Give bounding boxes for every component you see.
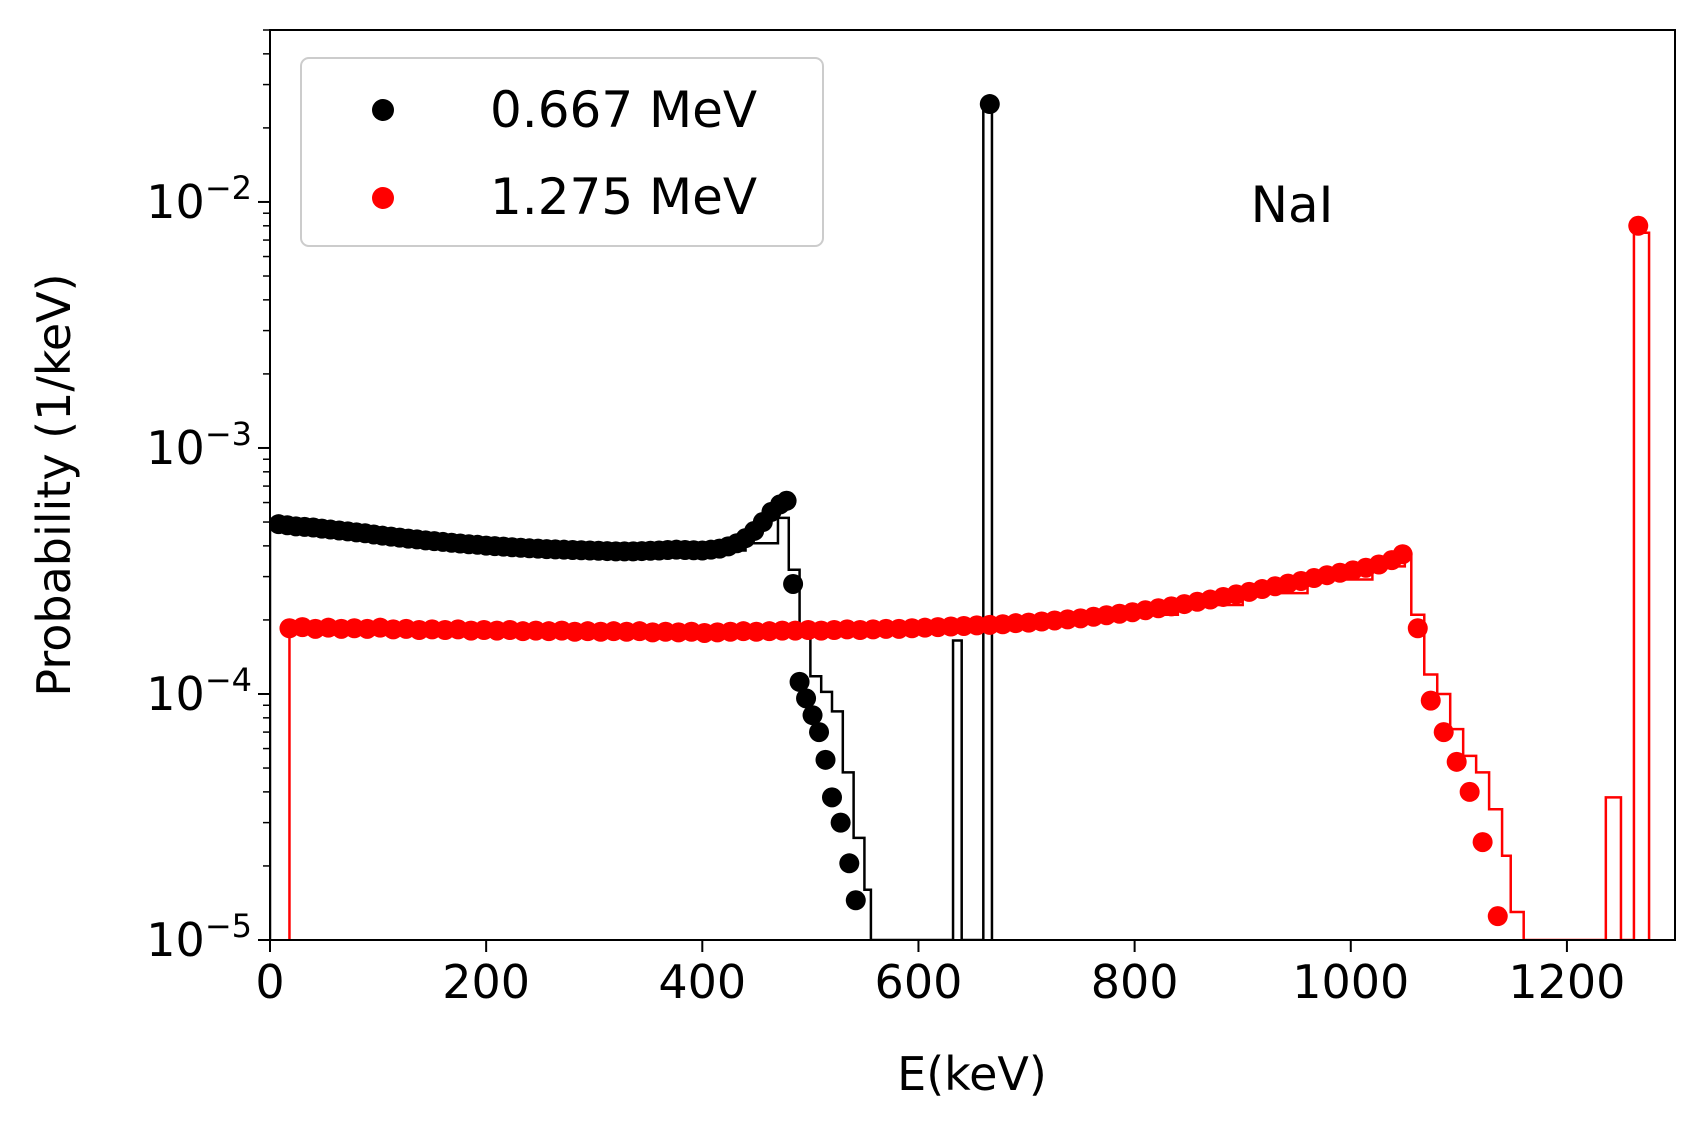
data-point-series-0 [783,573,804,594]
y-tick-label: 10−3 [146,415,252,475]
x-tick-label: 1200 [1508,955,1625,1009]
x-tick-label: 600 [875,955,963,1009]
plot-frame [269,29,1676,941]
data-point-series-1 [1487,906,1508,927]
x-tick-label: 400 [658,955,746,1009]
data-point-series-0 [815,749,836,770]
data-point-series-1 [1446,751,1467,772]
y-tick-label: 10−4 [146,661,252,721]
x-tick-label: 0 [255,955,284,1009]
legend-label-0667: 0.667 MeV [490,81,757,139]
data-point-series-0 [830,812,851,833]
y-tick-label: 10−5 [146,907,252,967]
legend-marker-1275 [372,187,394,209]
legend-box [300,57,824,247]
data-point-series-1 [1392,544,1413,565]
y-axis-label: Probability (1/keV) [27,273,81,696]
data-point-series-1 [1459,781,1480,802]
legend: 0.667 MeV 1.275 MeV [300,57,824,247]
data-point-series-0 [776,490,797,511]
legend-marker-0667 [372,99,394,121]
x-axis-label: E(keV) [897,1047,1047,1101]
data-point-series-0 [802,705,823,726]
data-point-series-1 [1420,690,1441,711]
x-tick-label: 800 [1091,955,1179,1009]
data-point-series-1 [1433,722,1454,743]
points-layer [270,94,1649,927]
x-tick-label: 1000 [1292,955,1409,1009]
data-point-series-1 [1407,618,1428,639]
data-point-series-0 [809,722,830,743]
legend-label-1275: 1.275 MeV [490,168,757,226]
plot-area [270,94,1651,940]
x-axis: 0 200 400 600 800 1000 1200 [255,940,1625,1009]
x-tick-label: 200 [442,955,530,1009]
data-point-series-0 [822,787,842,808]
y-axis: 10−5 10−4 10−3 10−2 [146,29,270,967]
data-point-series-1 [1472,832,1493,853]
data-point-series-0 [845,890,866,911]
data-point-series-1 [1628,215,1649,236]
y-tick-label: 10−2 [146,169,252,229]
annotation-nai: NaI [1251,176,1334,234]
data-point-series-0 [979,94,1000,115]
data-point-series-0 [839,853,860,874]
data-point-series-0 [789,671,810,692]
data-point-series-0 [796,688,817,709]
